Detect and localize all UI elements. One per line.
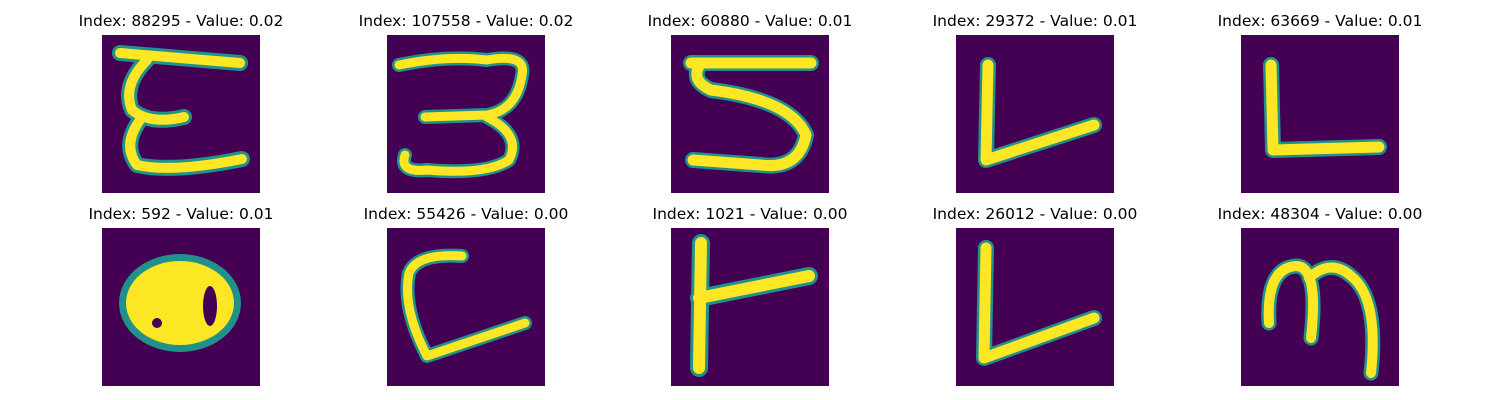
panel-1: Index: 88295 - Value: 0.02	[79, 12, 283, 193]
panel-title: Index: 1021 - Value: 0.00	[652, 205, 848, 223]
digit-image-l	[956, 35, 1114, 193]
panel-4: Index: 29372 - Value: 0.01	[933, 12, 1137, 193]
panel-title: Index: 592 - Value: 0.01	[88, 205, 274, 223]
panel-5: Index: 63669 - Value: 0.01	[1218, 12, 1422, 193]
panel-title: Index: 55426 - Value: 0.00	[363, 205, 569, 223]
panel-title: Index: 29372 - Value: 0.01	[932, 12, 1138, 30]
panel-9: Index: 26012 - Value: 0.00	[933, 205, 1137, 386]
panel-7: Index: 55426 - Value: 0.00	[364, 205, 568, 386]
panel-title: Index: 60880 - Value: 0.01	[647, 12, 853, 30]
panel-title: Index: 48304 - Value: 0.00	[1217, 205, 1423, 223]
panel-title: Index: 88295 - Value: 0.02	[78, 12, 284, 30]
panel-3: Index: 60880 - Value: 0.01	[648, 12, 852, 193]
panel-title: Index: 107558 - Value: 0.02	[358, 12, 574, 30]
panel-6: Index: 592 - Value: 0.01	[88, 205, 274, 386]
digit-image-l	[1241, 35, 1399, 193]
panel-title: Index: 63669 - Value: 0.01	[1217, 12, 1423, 30]
panel-10: Index: 48304 - Value: 0.00	[1218, 205, 1422, 386]
panel-2: Index: 107558 - Value: 0.02	[359, 12, 573, 193]
digit-image-l	[387, 228, 545, 386]
digit-image-e	[102, 35, 260, 193]
digit-image-3	[387, 35, 545, 193]
digit-image-blob	[102, 228, 260, 386]
digit-image-l	[956, 228, 1114, 386]
panel-title: Index: 26012 - Value: 0.00	[932, 205, 1138, 223]
digit-image-m	[1241, 228, 1399, 386]
panel-8: Index: 1021 - Value: 0.00	[653, 205, 847, 386]
digit-image-t	[671, 228, 829, 386]
digit-image-5	[671, 35, 829, 193]
